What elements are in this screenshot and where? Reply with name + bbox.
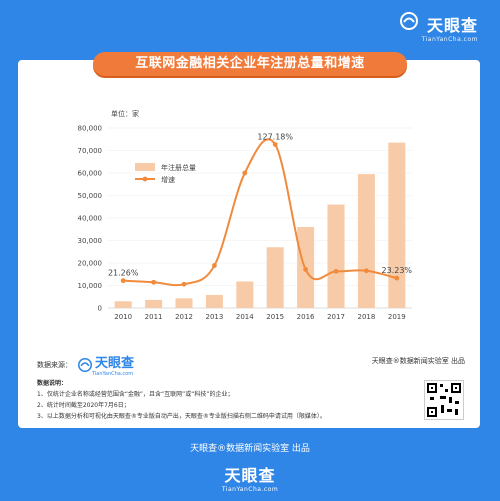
bar bbox=[327, 204, 345, 308]
y-tick-label: 0 bbox=[98, 305, 102, 313]
legend-label: 年注册总量 bbox=[161, 163, 196, 172]
data-label: 21.26% bbox=[108, 269, 139, 278]
growth-line-series bbox=[120, 138, 400, 287]
bar-series bbox=[114, 142, 406, 308]
growth-point bbox=[364, 268, 369, 274]
y-tick-label: 60,000 bbox=[78, 170, 103, 178]
y-tick-label: 50,000 bbox=[78, 192, 103, 200]
bar bbox=[388, 142, 406, 308]
chart-title: 互联网金融相关企业年注册总量和增速 bbox=[93, 52, 407, 76]
x-tick-label: 2011 bbox=[145, 313, 163, 321]
legend-swatch-bar bbox=[135, 163, 155, 171]
bar bbox=[205, 294, 223, 308]
data-notes: 数据说明： 1、仅统计企业名称或经营范围含“金融”，且含“互联网”或“科技”的企… bbox=[37, 378, 417, 422]
x-tick-label: 2010 bbox=[114, 313, 132, 321]
x-tick-label: 2017 bbox=[327, 313, 345, 321]
bar bbox=[357, 174, 375, 308]
bar bbox=[175, 298, 193, 308]
bar bbox=[114, 301, 132, 308]
x-tick-label: 2018 bbox=[357, 313, 375, 321]
x-tick-label: 2019 bbox=[388, 313, 406, 321]
brand-logo-top: 天眼查 TianYanCha.com bbox=[399, 12, 478, 43]
growth-point bbox=[181, 281, 187, 287]
y-tick-label: 70,000 bbox=[78, 147, 103, 155]
y-axis: 0 10,000 20,000 30,000 40,000 50,000 60,000 70,… bbox=[78, 125, 103, 313]
source-brand-url: TianYanCha.com bbox=[92, 371, 134, 377]
x-tick-label: 2012 bbox=[175, 313, 193, 321]
note-item: 3、以上数据分析和可视化由天眼查®专业版自动产出，天眼查®专业版扫描右侧二维码申… bbox=[37, 413, 326, 420]
footer-brand-name: 天眼查 bbox=[224, 466, 276, 485]
qr-code-icon bbox=[424, 380, 464, 420]
source-logo: 天眼查 TianYanCha.com bbox=[78, 352, 134, 377]
note-item: 1、仅统计企业名称或经营范围含“金融”，且含“互联网”或“科技”的企业； bbox=[37, 391, 234, 398]
y-tick-label: 10,000 bbox=[78, 282, 103, 290]
lab-credit: 天眼查®数据新闻实验室 出品 bbox=[371, 357, 465, 365]
x-tick-label: 2013 bbox=[205, 313, 223, 321]
y-tick-label: 80,000 bbox=[78, 125, 103, 133]
growth-point bbox=[212, 263, 217, 268]
tianyancha-logo-icon bbox=[78, 357, 92, 372]
y-tick-label: 20,000 bbox=[78, 260, 103, 268]
bar bbox=[266, 247, 284, 308]
footer-brand-url: TianYanCha.com bbox=[221, 486, 279, 493]
growth-point bbox=[120, 278, 126, 284]
tianyancha-logo-icon bbox=[399, 12, 418, 30]
footer-credit: 天眼查®数据新闻实验室 出品 bbox=[190, 444, 310, 454]
x-tick-label: 2015 bbox=[266, 313, 284, 321]
notes-heading: 数据说明： bbox=[37, 380, 68, 387]
legend-marker bbox=[142, 176, 148, 182]
y-tick-label: 40,000 bbox=[78, 215, 103, 223]
source-label: 数据来源： bbox=[37, 360, 72, 369]
data-label: 127.18% bbox=[257, 132, 293, 141]
source-brand-name: 天眼查 bbox=[95, 356, 135, 371]
growth-line bbox=[123, 138, 398, 287]
x-axis: 2010 2011 2012 2013 2014 2015 2016 2017 2018 2019 bbox=[114, 313, 405, 321]
brand-name: 天眼查 bbox=[426, 16, 478, 35]
growth-point bbox=[242, 170, 248, 176]
unit-label: 单位：家 bbox=[111, 109, 139, 118]
footer-logo: 天眼查 TianYanCha.com bbox=[0, 462, 500, 493]
growth-point bbox=[303, 267, 308, 272]
growth-point bbox=[333, 268, 339, 274]
bar bbox=[145, 299, 163, 308]
y-tick-label: 30,000 bbox=[78, 237, 103, 245]
growth-point bbox=[272, 142, 278, 147]
data-label: 23.23% bbox=[382, 266, 413, 275]
source-row: 数据来源： 天眼查 TianYanCha.com bbox=[37, 352, 134, 377]
legend-label: 增速 bbox=[161, 175, 175, 184]
brand-url: TianYanCha.com bbox=[421, 36, 478, 43]
growth-point bbox=[394, 275, 400, 281]
x-tick-label: 2014 bbox=[236, 313, 254, 321]
note-item: 2、统计时间截至2020年7月6日； bbox=[37, 402, 130, 409]
annotations: 21.26% 127.18% 23.23% bbox=[108, 132, 413, 277]
growth-point bbox=[151, 279, 157, 285]
x-tick-label: 2016 bbox=[297, 313, 315, 321]
bar bbox=[236, 281, 254, 308]
